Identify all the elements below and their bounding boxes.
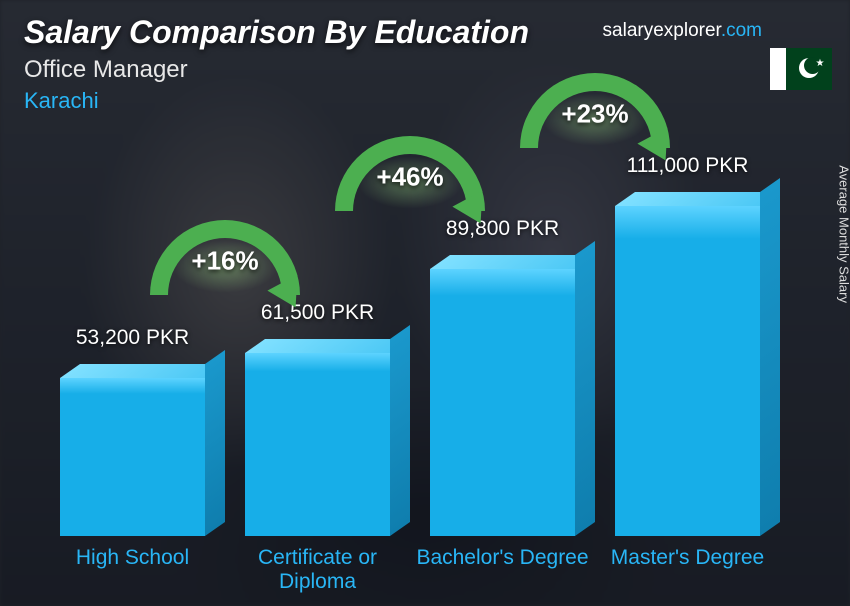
bar-value-label: 61,500 PKR	[228, 301, 408, 325]
brand-domain: .com	[721, 20, 762, 41]
increase-pct-label: +23%	[561, 98, 628, 129]
arc-shape: +23%	[520, 73, 670, 148]
bar-2: Bachelor's Degree	[430, 269, 575, 536]
increase-pct-label: +46%	[376, 161, 443, 192]
increase-arc-1-2: +46%	[335, 136, 485, 211]
brand-logo: salaryexplorer.com	[603, 20, 762, 42]
bar-shape	[430, 269, 575, 536]
bar-category-label: Bachelor's Degree	[415, 546, 590, 570]
increase-pct-label: +16%	[191, 245, 258, 276]
y-axis-label: Average Monthly Salary	[837, 165, 850, 303]
bar-3: Master's Degree	[615, 206, 760, 536]
increase-arc-0-1: +16%	[150, 220, 300, 295]
bar-category-label: Master's Degree	[600, 546, 775, 570]
bar-value-label: 53,200 PKR	[43, 326, 223, 350]
flag-field: ★	[786, 48, 833, 90]
increase-arc-2-3: +23%	[520, 73, 670, 148]
bar-shape	[245, 353, 390, 536]
brand-name: salaryexplorer	[603, 20, 721, 41]
star-icon: ★	[816, 58, 825, 69]
job-title: Office Manager	[24, 56, 188, 84]
content-layer: Salary Comparison By Education Office Ma…	[0, 0, 850, 606]
country-flag-icon: ★	[770, 48, 832, 90]
bar-1: Certificate or Diploma	[245, 353, 390, 536]
salary-bar-chart: High School53,200 PKRCertificate or Dipl…	[60, 116, 800, 536]
bar-value-label: 111,000 PKR	[598, 154, 778, 178]
page-title: Salary Comparison By Education	[24, 14, 529, 51]
bar-value-label: 89,800 PKR	[413, 217, 593, 241]
bar-shape	[615, 206, 760, 536]
flag-stripe	[770, 48, 786, 90]
arc-shape: +16%	[150, 220, 300, 295]
bar-0: High School	[60, 378, 205, 536]
bar-category-label: High School	[45, 546, 220, 570]
arc-shape: +46%	[335, 136, 485, 211]
bar-category-label: Certificate or Diploma	[230, 546, 405, 594]
location-label: Karachi	[24, 88, 99, 114]
bar-shape	[60, 378, 205, 536]
